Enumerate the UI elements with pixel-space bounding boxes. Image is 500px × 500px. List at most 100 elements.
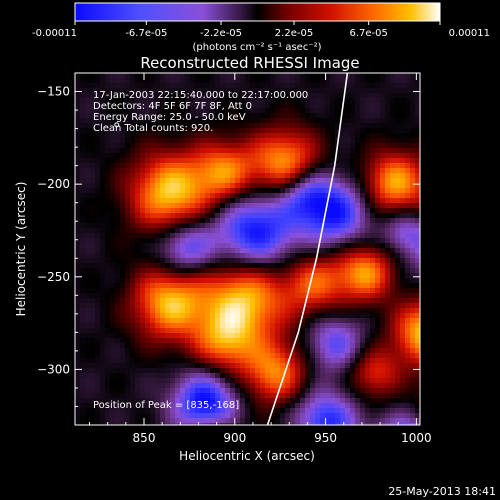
heatmap-cell [410, 418, 415, 423]
heatmap-cell [210, 228, 215, 233]
heatmap-cell [350, 118, 355, 123]
heatmap-cell [370, 348, 375, 353]
heatmap-cell [95, 343, 100, 348]
heatmap-cell [395, 73, 400, 78]
heatmap-cell [250, 93, 255, 98]
heatmap-cell [195, 148, 200, 153]
heatmap-cell [230, 388, 235, 393]
heatmap-cell [260, 98, 265, 103]
heatmap-cell [270, 388, 275, 393]
heatmap-cell [135, 303, 140, 308]
heatmap-cell [130, 308, 135, 313]
heatmap-cell [180, 83, 185, 88]
heatmap-cell [140, 223, 145, 228]
heatmap-cell [235, 123, 240, 128]
heatmap-cell [150, 258, 155, 263]
heatmap-cell [85, 133, 90, 138]
heatmap-cell [80, 318, 85, 323]
heatmap-cell [95, 83, 100, 88]
heatmap-cell [210, 218, 215, 223]
heatmap-cell [395, 248, 400, 253]
heatmap-cell [285, 373, 290, 378]
heatmap-cell [200, 408, 205, 413]
heatmap-cell [380, 118, 385, 123]
heatmap-cell [155, 233, 160, 238]
heatmap-cell [270, 183, 275, 188]
heatmap-cell [405, 418, 410, 423]
heatmap-cell [250, 173, 255, 178]
heatmap-cell [235, 128, 240, 133]
heatmap-cell [215, 353, 220, 358]
heatmap-cell [415, 303, 420, 308]
heatmap-cell [355, 218, 360, 223]
heatmap-cell [310, 308, 315, 313]
heatmap-cell [195, 73, 200, 78]
heatmap-cell [250, 123, 255, 128]
heatmap-cell [310, 208, 315, 213]
heatmap-cell [305, 223, 310, 228]
heatmap-cell [315, 273, 320, 278]
heatmap-cell [115, 198, 120, 203]
heatmap-cell [295, 303, 300, 308]
heatmap-cell [205, 228, 210, 233]
heatmap-cell [380, 263, 385, 268]
heatmap-cell [130, 198, 135, 203]
heatmap-cell [340, 93, 345, 98]
heatmap-cell [225, 123, 230, 128]
heatmap-cell [355, 393, 360, 398]
heatmap-cell [245, 353, 250, 358]
heatmap-cell [90, 263, 95, 268]
heatmap-cell [150, 193, 155, 198]
heatmap-cell [265, 313, 270, 318]
heatmap-cell [195, 398, 200, 403]
heatmap-cell [390, 408, 395, 413]
x-axis-label: Heliocentric X (arcsec) [179, 449, 315, 463]
heatmap-cell [390, 378, 395, 383]
heatmap-cell [150, 303, 155, 308]
heatmap-cell [175, 143, 180, 148]
heatmap-cell [245, 373, 250, 378]
heatmap-cell [205, 268, 210, 273]
heatmap-cell [350, 133, 355, 138]
heatmap-cell [350, 318, 355, 323]
heatmap-cell [185, 228, 190, 233]
heatmap-cell [370, 123, 375, 128]
heatmap-cell [285, 348, 290, 353]
heatmap-cell [110, 308, 115, 313]
heatmap-cell [290, 243, 295, 248]
heatmap-cell [210, 378, 215, 383]
heatmap-cell [350, 153, 355, 158]
heatmap-cell [75, 253, 80, 258]
heatmap-cell [405, 183, 410, 188]
heatmap-cell [405, 258, 410, 263]
heatmap-cell [230, 298, 235, 303]
heatmap-cell [310, 278, 315, 283]
heatmap-cell [365, 188, 370, 193]
heatmap-cell [150, 103, 155, 108]
heatmap-cell [85, 98, 90, 103]
heatmap-cell [130, 378, 135, 383]
heatmap-cell [160, 118, 165, 123]
heatmap-cell [120, 108, 125, 113]
heatmap-cell [405, 363, 410, 368]
heatmap-cell [300, 398, 305, 403]
heatmap-cell [300, 233, 305, 238]
heatmap-cell [145, 133, 150, 138]
heatmap-cell [215, 153, 220, 158]
heatmap-cell [330, 248, 335, 253]
heatmap-cell [185, 248, 190, 253]
heatmap-cell [350, 308, 355, 313]
heatmap-cell [270, 88, 275, 93]
heatmap-cell [360, 168, 365, 173]
heatmap-cell [330, 418, 335, 423]
heatmap-cell [295, 398, 300, 403]
heatmap-cell [395, 348, 400, 353]
heatmap-cell [85, 83, 90, 88]
heatmap-cell [150, 143, 155, 148]
heatmap-cell [275, 423, 280, 425]
heatmap-cell [240, 303, 245, 308]
heatmap-cell [305, 153, 310, 158]
heatmap-cell [95, 253, 100, 258]
heatmap-cell [175, 223, 180, 228]
heatmap-cell [255, 373, 260, 378]
